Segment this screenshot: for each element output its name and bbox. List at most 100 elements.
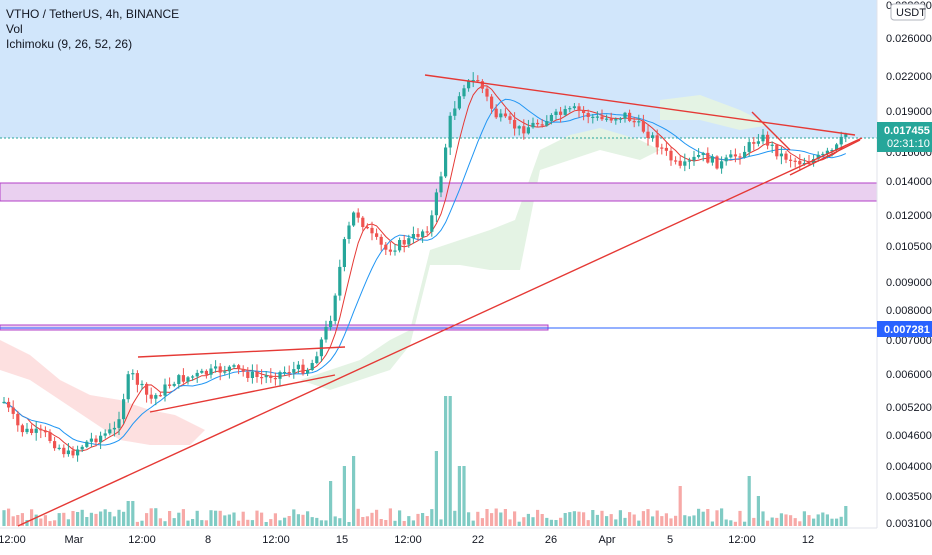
currency-badge[interactable] [890, 3, 926, 21]
volume-bar [835, 518, 839, 526]
volume-bar [600, 510, 604, 526]
candle [186, 375, 190, 385]
candle [269, 368, 273, 383]
trendlines[interactable] [17, 74, 863, 527]
volume-bar [241, 511, 245, 526]
candle [471, 72, 475, 88]
volume-bar [549, 519, 553, 526]
volume-bar [724, 519, 728, 526]
candle [131, 369, 135, 381]
volume-bar [738, 510, 742, 526]
price-axis[interactable] [877, 0, 932, 550]
volume-bar [660, 516, 664, 526]
legend-volume: Vol [6, 22, 23, 36]
time-axis[interactable] [0, 528, 877, 550]
candle [388, 241, 392, 256]
flag-line-b[interactable] [789, 139, 861, 176]
volume-bar [407, 516, 411, 526]
volume-bar [628, 512, 632, 526]
volume-bar [793, 518, 797, 526]
volume-bar [163, 521, 167, 526]
x-tick-label: 12:00 [128, 534, 156, 546]
candle [503, 108, 507, 118]
candle [168, 377, 172, 389]
volume-bar [200, 520, 204, 526]
candle [2, 396, 6, 404]
volume-bar [57, 513, 61, 526]
volume-bar [747, 476, 751, 526]
candle [163, 378, 167, 402]
candle [425, 226, 429, 236]
volume-bar [439, 519, 443, 526]
candle [779, 146, 783, 165]
candle [439, 171, 443, 198]
candle [117, 411, 121, 435]
candle [600, 109, 604, 121]
candle [577, 103, 581, 118]
candle [407, 234, 411, 248]
candle [287, 365, 291, 378]
volume-bar [347, 522, 351, 526]
y-tick-label: 0.010500 [886, 241, 932, 253]
candle [536, 119, 540, 128]
volume-bar [499, 512, 503, 526]
candle [379, 234, 383, 251]
volume-bar [140, 520, 144, 526]
volume-bar [48, 521, 52, 526]
candle [747, 138, 751, 157]
volume-bar [692, 515, 696, 526]
volume-bar [315, 517, 319, 526]
candle [315, 351, 319, 365]
volume-bar [255, 510, 259, 526]
candle [25, 423, 29, 435]
wedge-upper-line[interactable] [137, 346, 346, 358]
y-axis-ticks: 0.0280000.0260000.0220000.0190000.017000… [886, 0, 932, 530]
volume-bar [329, 481, 333, 526]
candle [761, 129, 765, 145]
x-tick-label: 12:00 [262, 534, 290, 546]
volume-bar [743, 521, 747, 526]
volume-bar [536, 509, 540, 526]
flag-line-a[interactable] [751, 111, 791, 151]
volume-bar [365, 516, 369, 526]
volume-bar [135, 521, 139, 526]
resistance-trendline[interactable] [424, 74, 856, 136]
volume-bar [264, 522, 268, 526]
candle [784, 151, 788, 164]
candle [522, 119, 526, 140]
volume-bar [812, 518, 816, 526]
volume-bar [361, 517, 365, 526]
volume-bar [181, 509, 185, 526]
volume-bar [2, 510, 6, 526]
volume-bar [623, 517, 627, 526]
candle [241, 365, 245, 377]
support-trendline[interactable] [17, 137, 863, 527]
candle [140, 380, 144, 390]
candle [839, 131, 843, 148]
volume-bar [609, 514, 613, 526]
candle [706, 147, 710, 164]
volume-bar [729, 520, 733, 526]
x-tick-label: 5 [667, 534, 673, 546]
candle [513, 112, 517, 136]
volume-bar [545, 517, 549, 526]
candle [559, 106, 563, 123]
volume-bar [508, 519, 512, 526]
y-tick-label: 0.006000 [886, 369, 932, 381]
volume-bar [531, 517, 535, 526]
volume-bar [310, 517, 314, 526]
ichimoku-lines [3, 85, 847, 452]
volume-bar [595, 514, 599, 526]
volume-bar [62, 512, 66, 526]
candle [264, 371, 268, 384]
volume-bar [85, 517, 89, 526]
candle [57, 444, 61, 451]
x-tick-label: 15 [336, 534, 348, 546]
wedge-lower-line[interactable] [149, 374, 336, 413]
candle [434, 188, 438, 223]
volume-bar [218, 510, 222, 526]
volume-bar [237, 520, 241, 526]
volume-bar [632, 514, 636, 526]
candle [618, 117, 622, 123]
